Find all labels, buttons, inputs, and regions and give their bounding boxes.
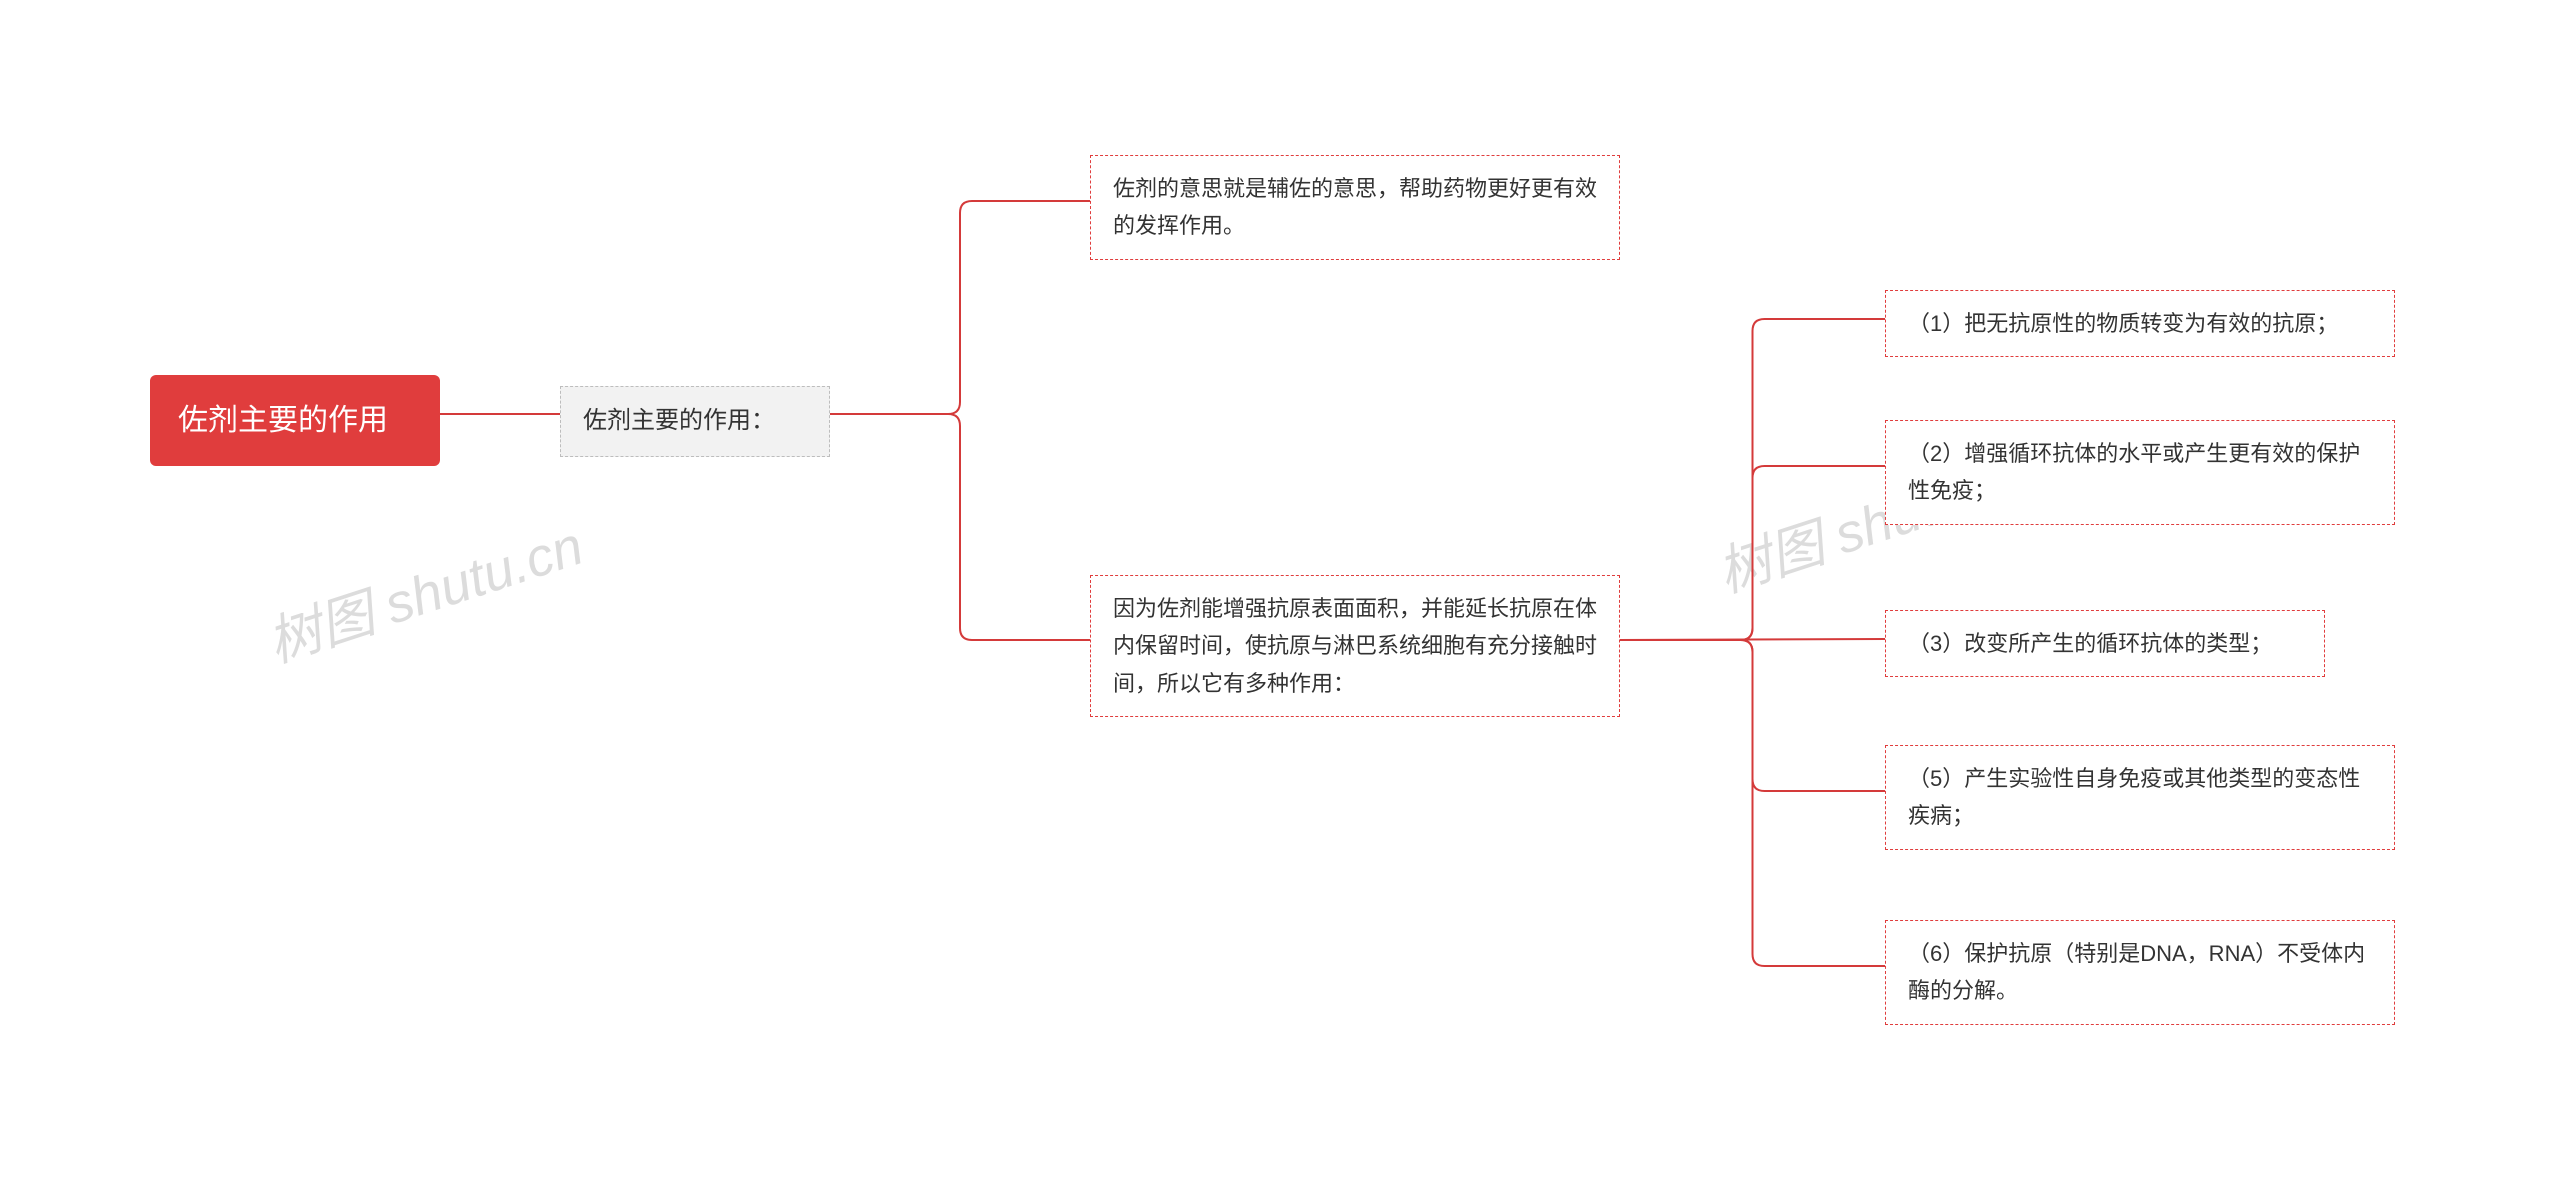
l4-6-text: （6）保护抗原（特别是DNA，RNA）不受体内酶的分解。 <box>1908 935 2372 1010</box>
level4-node-1: （1）把无抗原性的物质转变为有效的抗原； <box>1885 290 2395 357</box>
level4-node-5: （5）产生实验性自身免疫或其他类型的变态性疾病； <box>1885 745 2395 850</box>
level3-node-a: 佐剂的意思就是辅佐的意思，帮助药物更好更有效的发挥作用。 <box>1090 155 1620 260</box>
l4-2-text: （2）增强循环抗体的水平或产生更有效的保护性免疫； <box>1908 435 2372 510</box>
level4-node-3: （3）改变所产生的循环抗体的类型； <box>1885 610 2325 677</box>
l4-5-text: （5）产生实验性自身免疫或其他类型的变态性疾病； <box>1908 760 2372 835</box>
watermark-1: 树图 shutu.cn <box>256 501 592 677</box>
l4-3-text: （3）改变所产生的循环抗体的类型； <box>1908 625 2272 662</box>
level3-node-b: 因为佐剂能增强抗原表面面积，并能延长抗原在体内保留时间，使抗原与淋巴系统细胞有充… <box>1090 575 1620 717</box>
level4-node-6: （6）保护抗原（特别是DNA，RNA）不受体内酶的分解。 <box>1885 920 2395 1025</box>
level2-text: 佐剂主要的作用： <box>583 401 775 442</box>
level3a-text: 佐剂的意思就是辅佐的意思，帮助药物更好更有效的发挥作用。 <box>1113 170 1597 245</box>
level4-node-2: （2）增强循环抗体的水平或产生更有效的保护性免疫； <box>1885 420 2395 525</box>
root-text: 佐剂主要的作用 <box>178 395 388 446</box>
l4-1-text: （1）把无抗原性的物质转变为有效的抗原； <box>1908 305 2338 342</box>
root-node: 佐剂主要的作用 <box>150 375 440 466</box>
level2-node: 佐剂主要的作用： <box>560 386 830 457</box>
level3b-text: 因为佐剂能增强抗原表面面积，并能延长抗原在体内保留时间，使抗原与淋巴系统细胞有充… <box>1113 590 1597 702</box>
